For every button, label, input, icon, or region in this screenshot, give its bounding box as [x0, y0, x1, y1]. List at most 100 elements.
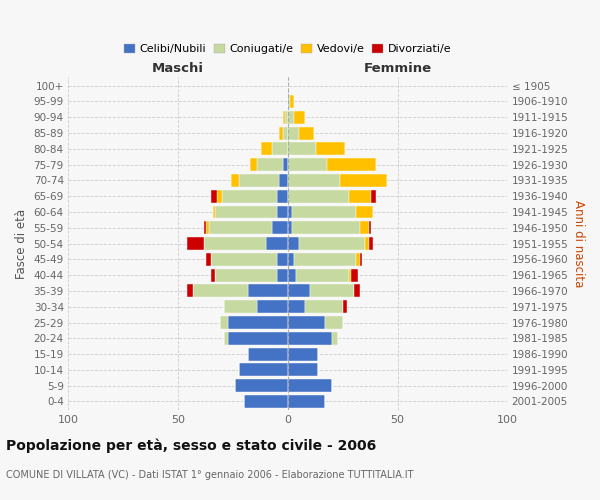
Bar [287, 174, 340, 187]
Bar [325, 316, 343, 329]
Bar [287, 395, 325, 408]
Bar [215, 206, 277, 218]
Bar [353, 284, 360, 298]
Bar [292, 222, 360, 234]
Bar [292, 206, 356, 218]
Bar [248, 284, 287, 298]
Bar [272, 142, 287, 156]
Bar [287, 300, 305, 313]
Bar [277, 206, 287, 218]
Bar [287, 111, 294, 124]
Bar [287, 95, 290, 108]
Bar [349, 190, 371, 202]
Bar [211, 190, 217, 202]
Bar [360, 253, 362, 266]
Bar [204, 237, 266, 250]
Text: Popolazione per età, sesso e stato civile - 2006: Popolazione per età, sesso e stato civil… [6, 438, 376, 453]
Bar [310, 284, 353, 298]
Bar [369, 222, 371, 234]
Bar [299, 237, 365, 250]
Bar [349, 268, 352, 281]
Bar [277, 190, 287, 202]
Bar [220, 316, 229, 329]
Bar [283, 126, 287, 140]
Bar [244, 395, 287, 408]
Bar [287, 316, 325, 329]
Bar [206, 222, 209, 234]
Bar [290, 95, 294, 108]
Bar [262, 142, 272, 156]
Bar [294, 253, 356, 266]
Bar [250, 158, 257, 171]
Bar [279, 126, 283, 140]
Bar [235, 379, 287, 392]
Y-axis label: Fasce di età: Fasce di età [15, 208, 28, 278]
Bar [272, 222, 287, 234]
Bar [287, 348, 319, 360]
Text: Maschi: Maschi [152, 62, 204, 74]
Y-axis label: Anni di nascita: Anni di nascita [572, 200, 585, 288]
Bar [279, 174, 287, 187]
Text: COMUNE DI VILLATA (VC) - Dati ISTAT 1° gennaio 2006 - Elaborazione TUTTITALIA.IT: COMUNE DI VILLATA (VC) - Dati ISTAT 1° g… [6, 470, 413, 480]
Bar [230, 174, 239, 187]
Bar [287, 379, 332, 392]
Bar [360, 222, 369, 234]
Bar [248, 348, 287, 360]
Bar [305, 300, 343, 313]
Bar [287, 190, 349, 202]
Bar [294, 111, 305, 124]
Bar [287, 222, 292, 234]
Bar [299, 126, 314, 140]
Text: Femmine: Femmine [364, 62, 431, 74]
Bar [204, 222, 206, 234]
Bar [287, 332, 332, 345]
Bar [209, 222, 272, 234]
Bar [239, 174, 279, 187]
Bar [356, 206, 373, 218]
Bar [287, 142, 316, 156]
Bar [266, 237, 287, 250]
Bar [287, 206, 292, 218]
Bar [277, 253, 287, 266]
Bar [224, 332, 229, 345]
Bar [187, 237, 204, 250]
Bar [193, 284, 248, 298]
Bar [369, 237, 373, 250]
Bar [287, 126, 299, 140]
Legend: Celibi/Nubili, Coniugati/e, Vedovi/e, Divorziati/e: Celibi/Nubili, Coniugati/e, Vedovi/e, Di… [119, 39, 456, 58]
Bar [213, 206, 215, 218]
Bar [340, 174, 386, 187]
Bar [217, 190, 222, 202]
Bar [343, 300, 347, 313]
Bar [287, 237, 299, 250]
Bar [287, 253, 294, 266]
Bar [206, 253, 211, 266]
Bar [283, 111, 286, 124]
Bar [365, 237, 369, 250]
Bar [371, 190, 376, 202]
Bar [257, 158, 283, 171]
Bar [211, 268, 215, 281]
Bar [283, 158, 287, 171]
Bar [287, 284, 310, 298]
Bar [277, 268, 287, 281]
Bar [224, 300, 257, 313]
Bar [332, 332, 338, 345]
Bar [229, 332, 287, 345]
Bar [215, 268, 277, 281]
Bar [229, 316, 287, 329]
Bar [257, 300, 287, 313]
Bar [286, 111, 287, 124]
Bar [222, 190, 277, 202]
Bar [316, 142, 345, 156]
Bar [296, 268, 349, 281]
Bar [352, 268, 358, 281]
Bar [211, 253, 277, 266]
Bar [287, 158, 327, 171]
Bar [187, 284, 193, 298]
Bar [356, 253, 360, 266]
Bar [287, 364, 319, 376]
Bar [327, 158, 376, 171]
Bar [239, 364, 287, 376]
Bar [287, 268, 296, 281]
